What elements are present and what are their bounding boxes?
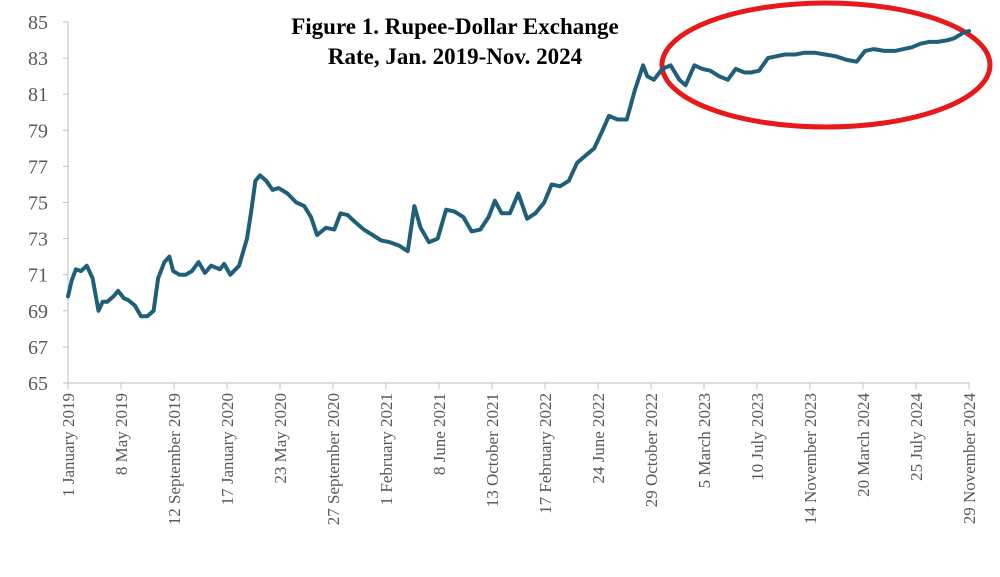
- chart-title-line-2: Rate, Jan. 2019-Nov. 2024: [328, 44, 583, 69]
- x-tick-label: 1 February 2021: [377, 393, 396, 505]
- y-tick-label: 83: [28, 48, 48, 70]
- y-tick-label: 65: [28, 373, 48, 395]
- x-tick-label: 8 May 2019: [112, 393, 131, 475]
- x-tick-label: 5 March 2023: [695, 393, 714, 488]
- x-tick-label: 17 January 2020: [218, 393, 237, 505]
- x-tick-label: 23 May 2020: [271, 393, 290, 484]
- y-tick-labels: 65 67 69 71 73 75 77 79 81 83 85: [28, 12, 68, 395]
- y-tick-label: 69: [28, 301, 48, 323]
- axes: [67, 22, 969, 384]
- x-tick-label: 25 July 2024: [907, 393, 926, 481]
- series-layer: [66, 29, 971, 319]
- x-tick-label: 13 October 2021: [483, 393, 502, 507]
- y-tick-label: 81: [28, 84, 48, 106]
- x-tick-label: 24 June 2022: [589, 393, 608, 484]
- chart-title: Figure 1. Rupee-Dollar Exchange Rate, Ja…: [291, 14, 619, 69]
- y-tick-label: 75: [28, 193, 48, 215]
- x-tick-label: 27 September 2020: [324, 393, 343, 525]
- y-tick-label: 79: [28, 120, 48, 142]
- x-tick-label: 1 January 2019: [59, 393, 78, 497]
- y-tick-label: 77: [28, 156, 48, 178]
- x-tick-label: 17 February 2022: [536, 393, 555, 514]
- x-tick-label: 20 March 2024: [854, 393, 873, 497]
- highlight-ellipse: [659, 0, 993, 130]
- x-tick-label: 14 November 2023: [801, 393, 820, 524]
- exchange-rate-line: [66, 29, 971, 319]
- x-tick-label: 12 September 2019: [165, 393, 184, 525]
- x-tick-label: 10 July 2023: [748, 393, 767, 481]
- x-tick-label: 8 June 2021: [430, 393, 449, 475]
- x-tick-label: 29 October 2022: [642, 393, 661, 507]
- chart-title-line-1: Figure 1. Rupee-Dollar Exchange: [291, 14, 619, 39]
- y-tick-label: 67: [28, 337, 48, 359]
- y-tick-label: 71: [28, 265, 48, 287]
- x-tick-labels: 1 January 2019 8 May 2019 12 September 201…: [59, 383, 979, 525]
- x-tick-label: 29 November 2024: [960, 393, 979, 525]
- y-tick-label: 73: [28, 229, 48, 251]
- y-tick-label: 85: [28, 12, 48, 34]
